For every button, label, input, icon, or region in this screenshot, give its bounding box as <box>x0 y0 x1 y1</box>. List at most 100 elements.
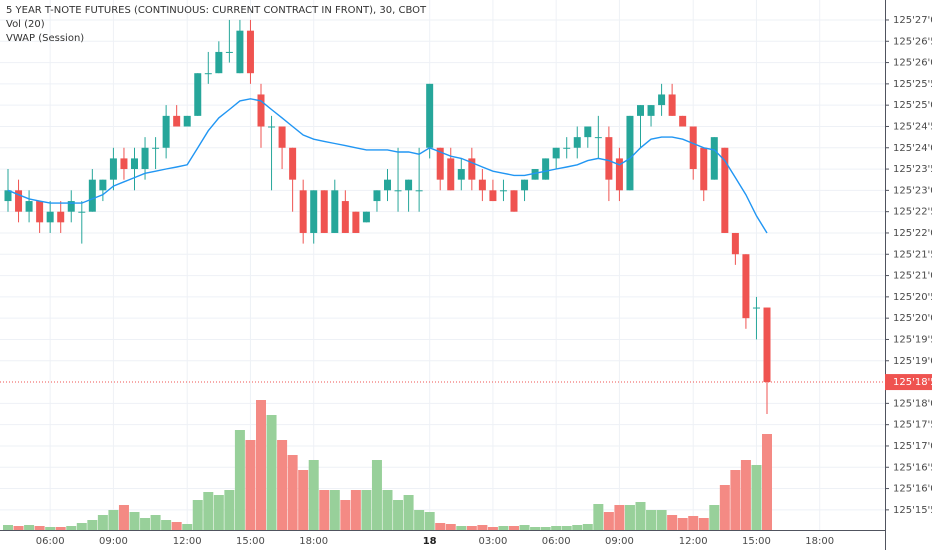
x-tick-label: 03:00 <box>479 536 508 547</box>
volume-bar <box>319 490 330 530</box>
candle-body <box>362 211 370 223</box>
volume-bar <box>688 516 699 530</box>
volume-bar <box>582 524 593 530</box>
candle-body <box>731 232 739 255</box>
x-tick-label: 09:00 <box>605 536 634 547</box>
candle-body <box>605 137 613 180</box>
x-tick-label: 15:00 <box>742 536 771 547</box>
candle-body <box>457 169 465 180</box>
volume-bar <box>350 490 361 530</box>
volume-bar <box>192 500 203 530</box>
candle-body <box>489 190 497 202</box>
candle-body <box>236 30 244 74</box>
volume-bar <box>97 515 108 530</box>
candle-body <box>752 307 760 309</box>
candle-body <box>499 190 507 192</box>
candle-body <box>689 126 697 170</box>
candle-body <box>647 105 655 116</box>
y-tick-label: 125'17'5 <box>893 420 932 431</box>
volume-bar <box>677 518 688 530</box>
volume-bar <box>234 430 245 530</box>
candle-body <box>658 94 666 106</box>
candle-body <box>552 147 560 159</box>
volume-bar <box>329 490 340 530</box>
candle-body <box>57 211 65 223</box>
candle-body <box>15 190 23 212</box>
volume-bar <box>340 500 351 530</box>
candle-body <box>510 190 518 212</box>
volume-bar <box>171 522 182 530</box>
y-tick-label: 125'23'5 <box>893 164 932 175</box>
y-tick-label: 125'16'5 <box>893 462 932 473</box>
x-tick-label: 12:00 <box>173 536 202 547</box>
chart-title: 5 YEAR T-NOTE FUTURES (CONTINUOUS: CURRE… <box>6 5 427 16</box>
candle-body <box>120 158 128 170</box>
y-tick-label: 125'20'0 <box>893 313 932 324</box>
y-tick-label: 125'24'5 <box>893 121 932 132</box>
candle-body <box>289 147 297 180</box>
legend-vwap: VWAP (Session) <box>6 33 84 44</box>
candle-body <box>710 137 718 180</box>
volume-bar <box>277 440 288 530</box>
volume-bar <box>635 502 646 530</box>
candle-body <box>447 158 455 191</box>
candle-body <box>436 147 444 180</box>
volume-bar <box>87 520 98 530</box>
volume-bar <box>614 505 625 530</box>
volume-bar <box>551 526 562 530</box>
volume-bar <box>150 515 161 530</box>
volume-bar <box>719 485 730 530</box>
candle-body <box>131 158 139 170</box>
y-tick-label: 125'23'0 <box>893 185 932 196</box>
x-tick-label: 09:00 <box>99 536 128 547</box>
y-tick-label: 125'16'0 <box>893 484 932 495</box>
candle-body <box>584 126 592 138</box>
x-tick-label: 06:00 <box>542 536 571 547</box>
y-tick-label: 125'26'5 <box>893 36 932 47</box>
volume-bar <box>498 526 509 530</box>
volume-bar <box>530 527 541 530</box>
candle-body <box>352 211 360 233</box>
volume-bar <box>456 526 467 530</box>
volume-bar <box>24 525 35 530</box>
volume-bar <box>34 526 45 530</box>
volume-bar <box>256 400 267 530</box>
y-tick-label: 125'15'5 <box>893 505 932 516</box>
volume-bar <box>445 524 456 530</box>
candle-body <box>405 179 413 191</box>
last-price-label: 125'18'5 <box>893 377 932 388</box>
candle-body <box>573 137 581 148</box>
y-tick-label: 125'21'5 <box>893 249 932 260</box>
y-tick-label: 125'25'5 <box>893 79 932 90</box>
candle-body <box>141 147 149 170</box>
x-tick-label: 18:00 <box>299 536 328 547</box>
candle-body <box>320 190 328 233</box>
candle-body <box>668 94 676 116</box>
candle-body <box>426 83 434 148</box>
candle-body <box>173 115 181 127</box>
volume-bar <box>667 515 678 530</box>
volume-bar <box>435 523 446 530</box>
candle-body <box>194 73 202 116</box>
candle-body <box>563 147 571 149</box>
volume-bar <box>709 505 720 530</box>
candle-body <box>521 179 529 191</box>
last-price-tag <box>885 374 932 391</box>
candle-body <box>742 254 750 319</box>
volume-bar <box>3 525 13 530</box>
y-tick-label: 125'18'0 <box>893 398 932 409</box>
candle-body <box>626 115 634 191</box>
volume-bar <box>55 527 66 530</box>
x-tick-label: 06:00 <box>36 536 65 547</box>
volume-bar <box>477 525 488 530</box>
volume-bar <box>561 526 572 530</box>
volume-bar <box>224 490 235 530</box>
volume-bar <box>245 440 256 530</box>
candle-body <box>394 190 402 192</box>
candle-body <box>637 105 645 116</box>
candle-body <box>225 51 233 53</box>
marks <box>3 19 773 530</box>
volume-bar <box>13 526 24 530</box>
candle-body <box>268 126 276 128</box>
